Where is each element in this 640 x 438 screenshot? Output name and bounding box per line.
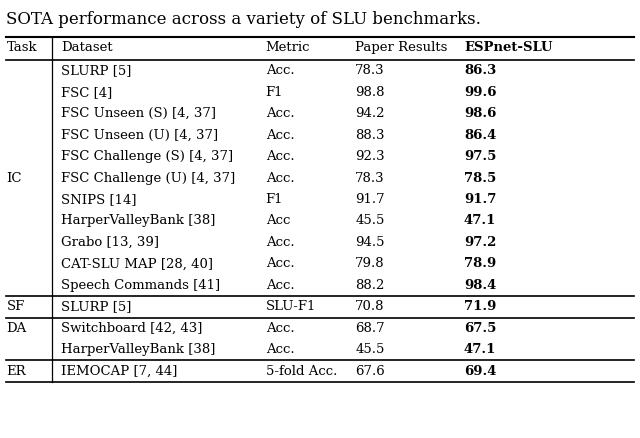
Text: CAT-SLU MAP [28, 40]: CAT-SLU MAP [28, 40] xyxy=(61,258,212,270)
Text: 92.3: 92.3 xyxy=(355,150,385,163)
Text: 78.3: 78.3 xyxy=(355,172,385,184)
Text: Acc.: Acc. xyxy=(266,150,294,163)
Text: SLU-F1: SLU-F1 xyxy=(266,300,316,313)
Text: ER: ER xyxy=(6,365,26,378)
Text: Acc.: Acc. xyxy=(266,322,294,335)
Text: 78.9: 78.9 xyxy=(464,258,496,270)
Text: 97.5: 97.5 xyxy=(464,150,497,163)
Text: 5-fold Acc.: 5-fold Acc. xyxy=(266,365,337,378)
Text: Acc: Acc xyxy=(266,215,290,227)
Text: Acc.: Acc. xyxy=(266,64,294,77)
Text: Metric: Metric xyxy=(266,41,310,54)
Text: DA: DA xyxy=(6,322,27,335)
Text: 98.8: 98.8 xyxy=(355,86,385,99)
Text: Task: Task xyxy=(6,41,37,54)
Text: 47.1: 47.1 xyxy=(464,343,497,356)
Text: 91.7: 91.7 xyxy=(464,193,497,206)
Text: Acc.: Acc. xyxy=(266,258,294,270)
Text: 69.4: 69.4 xyxy=(464,365,497,378)
Text: Acc.: Acc. xyxy=(266,107,294,120)
Text: HarperValleyBank [38]: HarperValleyBank [38] xyxy=(61,215,215,227)
Text: 70.8: 70.8 xyxy=(355,300,385,313)
Text: 67.5: 67.5 xyxy=(464,322,497,335)
Text: FSC Unseen (S) [4, 37]: FSC Unseen (S) [4, 37] xyxy=(61,107,216,120)
Text: Acc.: Acc. xyxy=(266,279,294,292)
Text: 91.7: 91.7 xyxy=(355,193,385,206)
Text: Paper Results: Paper Results xyxy=(355,41,447,54)
Text: 71.9: 71.9 xyxy=(464,300,497,313)
Text: 94.2: 94.2 xyxy=(355,107,385,120)
Text: 47.1: 47.1 xyxy=(464,215,497,227)
Text: ESPnet-SLU: ESPnet-SLU xyxy=(464,41,552,54)
Text: FSC Challenge (S) [4, 37]: FSC Challenge (S) [4, 37] xyxy=(61,150,233,163)
Text: Grabo [13, 39]: Grabo [13, 39] xyxy=(61,236,159,249)
Text: 99.6: 99.6 xyxy=(464,86,497,99)
Text: SNIPS [14]: SNIPS [14] xyxy=(61,193,136,206)
Text: 78.5: 78.5 xyxy=(464,172,496,184)
Text: 98.6: 98.6 xyxy=(464,107,497,120)
Text: FSC Challenge (U) [4, 37]: FSC Challenge (U) [4, 37] xyxy=(61,172,235,184)
Text: 67.6: 67.6 xyxy=(355,365,385,378)
Text: FSC Unseen (U) [4, 37]: FSC Unseen (U) [4, 37] xyxy=(61,129,218,141)
Text: HarperValleyBank [38]: HarperValleyBank [38] xyxy=(61,343,215,356)
Text: SLURP [5]: SLURP [5] xyxy=(61,64,131,77)
Text: Speech Commands [41]: Speech Commands [41] xyxy=(61,279,220,292)
Text: SOTA performance across a variety of SLU benchmarks.: SOTA performance across a variety of SLU… xyxy=(6,11,481,28)
Text: 45.5: 45.5 xyxy=(355,343,385,356)
Text: 88.2: 88.2 xyxy=(355,279,385,292)
Text: 88.3: 88.3 xyxy=(355,129,385,141)
Text: FSC [4]: FSC [4] xyxy=(61,86,112,99)
Text: Acc.: Acc. xyxy=(266,343,294,356)
Text: 97.2: 97.2 xyxy=(464,236,497,249)
Text: Dataset: Dataset xyxy=(61,41,113,54)
Text: 68.7: 68.7 xyxy=(355,322,385,335)
Text: F1: F1 xyxy=(266,193,283,206)
Text: 45.5: 45.5 xyxy=(355,215,385,227)
Text: Acc.: Acc. xyxy=(266,129,294,141)
Text: 86.4: 86.4 xyxy=(464,129,497,141)
Text: IEMOCAP [7, 44]: IEMOCAP [7, 44] xyxy=(61,365,177,378)
Text: SLURP [5]: SLURP [5] xyxy=(61,300,131,313)
Text: F1: F1 xyxy=(266,86,283,99)
Text: Acc.: Acc. xyxy=(266,172,294,184)
Text: 94.5: 94.5 xyxy=(355,236,385,249)
Text: 86.3: 86.3 xyxy=(464,64,496,77)
Text: 78.3: 78.3 xyxy=(355,64,385,77)
Text: Switchboard [42, 43]: Switchboard [42, 43] xyxy=(61,322,202,335)
Text: IC: IC xyxy=(6,172,22,184)
Text: 79.8: 79.8 xyxy=(355,258,385,270)
Text: Acc.: Acc. xyxy=(266,236,294,249)
Text: 98.4: 98.4 xyxy=(464,279,497,292)
Text: SF: SF xyxy=(6,300,25,313)
